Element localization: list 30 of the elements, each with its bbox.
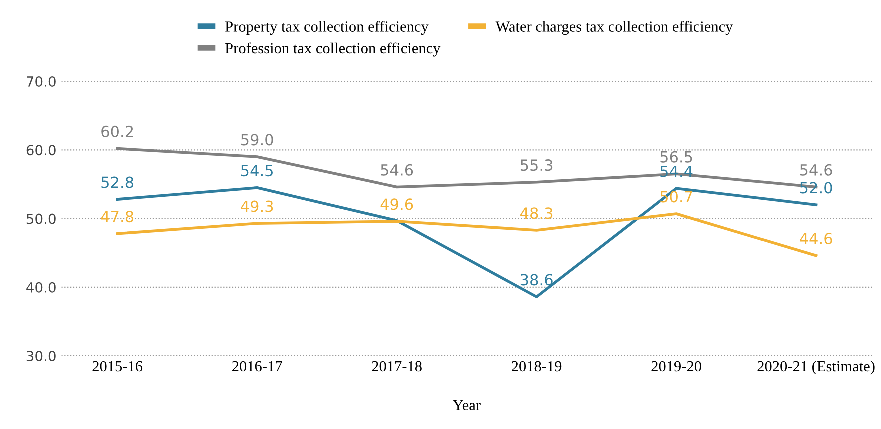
data-label: 44.6: [800, 233, 832, 245]
x-tick-label: 2016-17: [232, 361, 282, 372]
data-label: 56.5: [660, 151, 692, 163]
y-tick-label: 70.0: [27, 76, 56, 87]
data-label: 47.8: [101, 211, 134, 223]
data-label: 60.2: [102, 126, 134, 138]
y-tick-label: 30.0: [26, 351, 56, 362]
y-tick-label: 40.0: [26, 282, 56, 293]
data-label: 54.6: [800, 164, 832, 176]
x-tick-label: 2017-18: [372, 361, 422, 372]
x-tick-label: 2019-20: [652, 361, 702, 372]
y-tick-label: 60.0: [26, 145, 56, 156]
data-label: 38.6: [520, 274, 553, 286]
data-label: 59.0: [241, 134, 274, 146]
data-label: 55.3: [520, 160, 553, 172]
data-label: 54.6: [381, 164, 414, 176]
data-label: 49.6: [380, 198, 414, 210]
legend-label: Property tax collection efficiency: [226, 21, 429, 36]
data-label: 52.0: [800, 182, 832, 194]
data-label: 48.3: [520, 208, 553, 220]
x-tick-label: 2020-21 (Estimate): [758, 360, 875, 375]
legend-label: Water charges tax collection efficiency: [496, 21, 734, 36]
x-tick-label: 2018-19: [512, 361, 562, 372]
data-label: 49.3: [241, 200, 274, 212]
data-label: 52.8: [102, 176, 134, 188]
x-tick-label: 2015-16: [92, 361, 143, 372]
data-label: 54.5: [241, 165, 273, 177]
x-axis-title: Year: [453, 400, 481, 411]
legend-label: Profession tax collection efficiency: [226, 42, 441, 57]
y-tick-label: 50.0: [26, 214, 56, 224]
